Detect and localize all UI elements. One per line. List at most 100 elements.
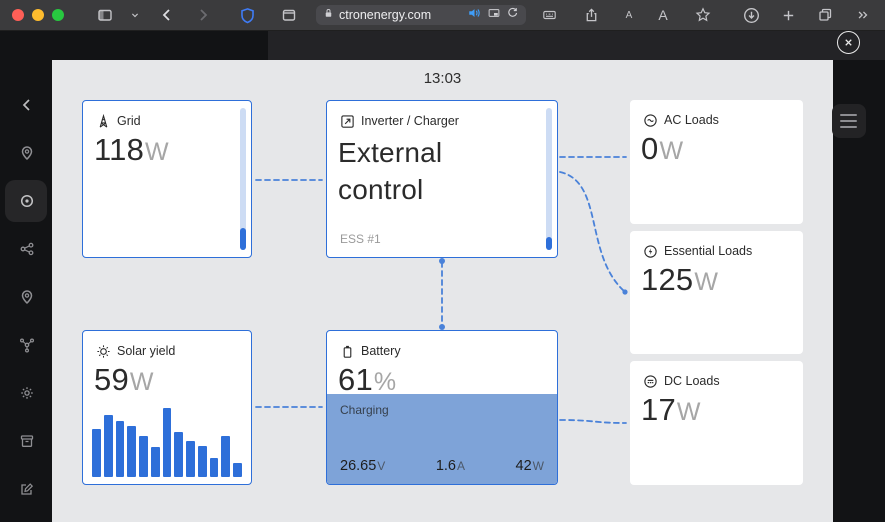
- solar-bar: [115, 420, 125, 477]
- sidebar-archive-icon[interactable]: [13, 427, 41, 455]
- sidebar-edit-icon[interactable]: [13, 475, 41, 503]
- text-size-decrease-icon[interactable]: A: [625, 9, 633, 21]
- battery-current: 1.6A: [435, 458, 466, 474]
- sidebar-map-pin-icon[interactable]: [13, 283, 41, 311]
- ac-loads-icon: [642, 112, 658, 128]
- text-size-increase-icon[interactable]: A: [658, 7, 668, 23]
- dc-loads-label: DC Loads: [664, 374, 720, 388]
- solar-bar: [127, 425, 137, 477]
- sidebar-gear-icon[interactable]: [13, 379, 41, 407]
- solar-bar: [186, 441, 195, 477]
- address-bar[interactable]: ctronenergy.com: [316, 5, 526, 25]
- essential-loads-icon: [642, 243, 658, 259]
- battery-label: Battery: [361, 344, 401, 358]
- more-toolbar-icon[interactable]: [850, 0, 876, 30]
- bookmark-star-icon[interactable]: [690, 0, 716, 30]
- grid-gauge: [240, 108, 246, 250]
- battery-card[interactable]: Battery 61% Charging 26.65V 1.6A 42W: [326, 330, 558, 485]
- fullscreen-window-button[interactable]: [52, 9, 64, 21]
- hamburger-line: [840, 126, 857, 128]
- dc-loads-card[interactable]: DC Loads 17W: [630, 361, 803, 485]
- inverter-gauge: [546, 108, 552, 250]
- battery-state-label: Charging: [340, 403, 389, 417]
- page-header-band: [268, 30, 885, 60]
- picture-in-picture-icon[interactable]: [487, 6, 501, 24]
- grid-pylon-icon: [95, 113, 111, 129]
- page-window-icon[interactable]: [276, 0, 302, 30]
- hamburger-line: [840, 114, 857, 116]
- solar-bar-chart: [92, 399, 242, 477]
- solar-yield-unit: W: [129, 368, 154, 396]
- close-window-button[interactable]: [12, 9, 24, 21]
- privacy-shield-icon[interactable]: [234, 0, 260, 30]
- sidebar-back-icon[interactable]: [13, 91, 41, 119]
- connection-lines: [255, 156, 628, 424]
- back-button[interactable]: [154, 0, 180, 30]
- solar-bar: [139, 436, 148, 477]
- essential-loads-value: 125: [641, 262, 694, 297]
- sidebar-network-icon[interactable]: [13, 331, 41, 359]
- audio-speaker-icon[interactable]: [467, 6, 482, 25]
- tab-overview-icon[interactable]: [812, 0, 838, 30]
- url-text: ctronenergy.com: [339, 8, 432, 22]
- inverter-to-essential-loads-line: [559, 171, 625, 292]
- battery-to-dc-loads-line: [559, 419, 627, 424]
- forward-button[interactable]: [190, 0, 216, 30]
- battery-power: 42W: [515, 458, 544, 474]
- grid-card[interactable]: Grid 118W: [82, 100, 252, 258]
- solar-bar: [150, 447, 160, 477]
- solar-bar: [103, 414, 113, 477]
- minimize-window-button[interactable]: [32, 9, 44, 21]
- dc-loads-icon: [642, 373, 658, 389]
- ac-loads-value: 0: [641, 131, 659, 166]
- battery-soc-unit: %: [373, 368, 397, 396]
- share-icon[interactable]: [578, 0, 604, 30]
- battery-icon: [339, 343, 355, 359]
- dc-loads-unit: W: [676, 398, 701, 426]
- sidebar-dashboard-icon[interactable]: [13, 187, 41, 215]
- battery-soc-value: 61: [338, 362, 373, 397]
- inverter-icon: [339, 113, 355, 129]
- solar-yield-card[interactable]: Solar yield 59W: [82, 330, 252, 485]
- sidebar-share-nodes-icon[interactable]: [13, 235, 41, 263]
- sidebar-location-pin-icon[interactable]: [13, 139, 41, 167]
- reload-icon[interactable]: [506, 6, 519, 24]
- browser-toolbar: ctronenergy.com A A: [0, 0, 885, 31]
- new-tab-plus-icon[interactable]: [775, 0, 801, 30]
- inverter-value: External control: [338, 137, 443, 205]
- list-menu-button[interactable]: [832, 104, 866, 138]
- hamburger-line: [840, 120, 857, 122]
- solar-bar: [197, 445, 207, 477]
- close-overlay-button[interactable]: [837, 31, 860, 54]
- keyboard-autofill-icon[interactable]: [536, 0, 562, 30]
- solar-bar: [221, 436, 231, 477]
- overlay-time: 13:03: [423, 70, 462, 87]
- system-overview-panel: 13:03 Grid 118W: [52, 60, 833, 522]
- solar-bar: [233, 462, 242, 477]
- essential-loads-card[interactable]: Essential Loads 125W: [630, 231, 803, 354]
- essential-loads-unit: W: [694, 268, 719, 296]
- inverter-label: Inverter / Charger: [361, 114, 459, 128]
- chevron-down-icon[interactable]: [122, 0, 148, 30]
- essential-loads-label: Essential Loads: [664, 244, 753, 258]
- inverter-sub-label: ESS #1: [340, 232, 381, 246]
- ac-loads-unit: W: [659, 137, 684, 165]
- solar-bar: [162, 408, 172, 477]
- grid-label: Grid: [117, 114, 141, 128]
- solar-yield-value: 59: [94, 362, 129, 397]
- ac-loads-card[interactable]: AC Loads 0W: [630, 100, 803, 224]
- solar-bar: [92, 428, 101, 477]
- solar-bar: [174, 431, 184, 477]
- download-icon[interactable]: [738, 0, 764, 30]
- battery-voltage: 26.65V: [340, 458, 386, 474]
- sun-icon: [95, 343, 111, 359]
- grid-value: 118: [94, 132, 145, 167]
- dc-loads-value: 17: [641, 392, 676, 427]
- ac-loads-label: AC Loads: [664, 113, 719, 127]
- lock-icon: [323, 6, 334, 24]
- solar-yield-label: Solar yield: [117, 344, 176, 358]
- inverter-charger-card[interactable]: Inverter / Charger External control ESS …: [326, 100, 558, 258]
- battery-charging-region: Charging 26.65V 1.6A 42W: [327, 394, 557, 484]
- sidebar-toggle-icon[interactable]: [92, 0, 118, 30]
